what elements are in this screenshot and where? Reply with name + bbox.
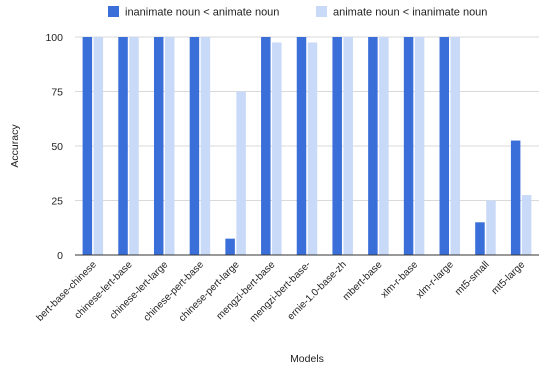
y-tick-label: 100 <box>45 32 63 44</box>
bar-animate-lt-inanimate-8 <box>379 37 389 255</box>
bar-animate-lt-inanimate-2 <box>164 37 175 255</box>
bar-inanimate-lt-animate-2 <box>153 37 164 255</box>
legend-label: animate noun < inanimate noun <box>333 7 487 19</box>
bar-animate-lt-inanimate-5 <box>272 42 282 256</box>
bar-inanimate-lt-animate-9 <box>403 37 414 255</box>
x-tick-label: chinese-pert-base <box>142 259 207 324</box>
x-tick-label: mt5-small <box>453 259 491 297</box>
bar-animate-lt-inanimate-11 <box>486 200 496 255</box>
y-tick-label: 25 <box>51 196 63 208</box>
bar-inanimate-lt-animate-0 <box>82 37 93 255</box>
y-tick-label: 50 <box>51 141 63 153</box>
legend: inanimate noun < animate noun animate nou… <box>108 6 487 19</box>
bar-inanimate-lt-animate-5 <box>261 37 271 255</box>
bar-animate-lt-inanimate-9 <box>414 37 425 255</box>
x-tick-label: mt5-large <box>490 259 528 297</box>
x-tick-label: xlm-r-large <box>414 259 456 301</box>
bar-animate-lt-inanimate-3 <box>200 37 211 255</box>
x-tick-label: mbert-base <box>341 259 385 303</box>
bar-inanimate-lt-animate-7 <box>332 37 342 255</box>
y-axis-ticks: 0 25 50 75 100 <box>45 32 63 262</box>
bar-inanimate-lt-animate-1 <box>118 37 128 255</box>
x-tick-label: chinese-pert-large <box>177 259 242 324</box>
x-axis-ticks: bert-base-chinesechinese-lert-basechines… <box>35 259 528 324</box>
bar-animate-lt-inanimate-10 <box>450 37 461 255</box>
x-axis-title: Models <box>290 353 324 365</box>
bar-animate-lt-inanimate-6 <box>307 42 318 256</box>
bar-inanimate-lt-animate-11 <box>475 222 485 255</box>
bar-animate-lt-inanimate-4 <box>236 91 246 255</box>
bar-inanimate-lt-animate-10 <box>439 37 450 255</box>
legend-swatch <box>108 6 119 17</box>
y-tick-label: 75 <box>51 87 63 99</box>
bar-inanimate-lt-animate-6 <box>296 37 307 255</box>
bar-inanimate-lt-animate-4 <box>225 238 235 255</box>
legend-swatch <box>316 6 327 17</box>
x-tick-label: bert-base-chinese <box>35 259 100 324</box>
bar-animate-lt-inanimate-0 <box>93 37 104 255</box>
gridlines <box>75 36 539 201</box>
bar-inanimate-lt-animate-8 <box>368 37 378 255</box>
bar-animate-lt-inanimate-1 <box>129 37 139 255</box>
bar-animate-lt-inanimate-7 <box>343 37 353 255</box>
legend-label: inanimate noun < animate noun <box>125 7 279 19</box>
y-axis-title: Accuracy <box>9 124 21 168</box>
x-tick-label: mengzi-bert-base- <box>248 259 313 324</box>
y-tick-label: 0 <box>57 250 63 262</box>
bar-inanimate-lt-animate-3 <box>189 37 200 255</box>
bar-animate-lt-inanimate-12 <box>521 195 532 255</box>
bar-inanimate-lt-animate-12 <box>510 140 521 255</box>
bars <box>82 37 532 256</box>
